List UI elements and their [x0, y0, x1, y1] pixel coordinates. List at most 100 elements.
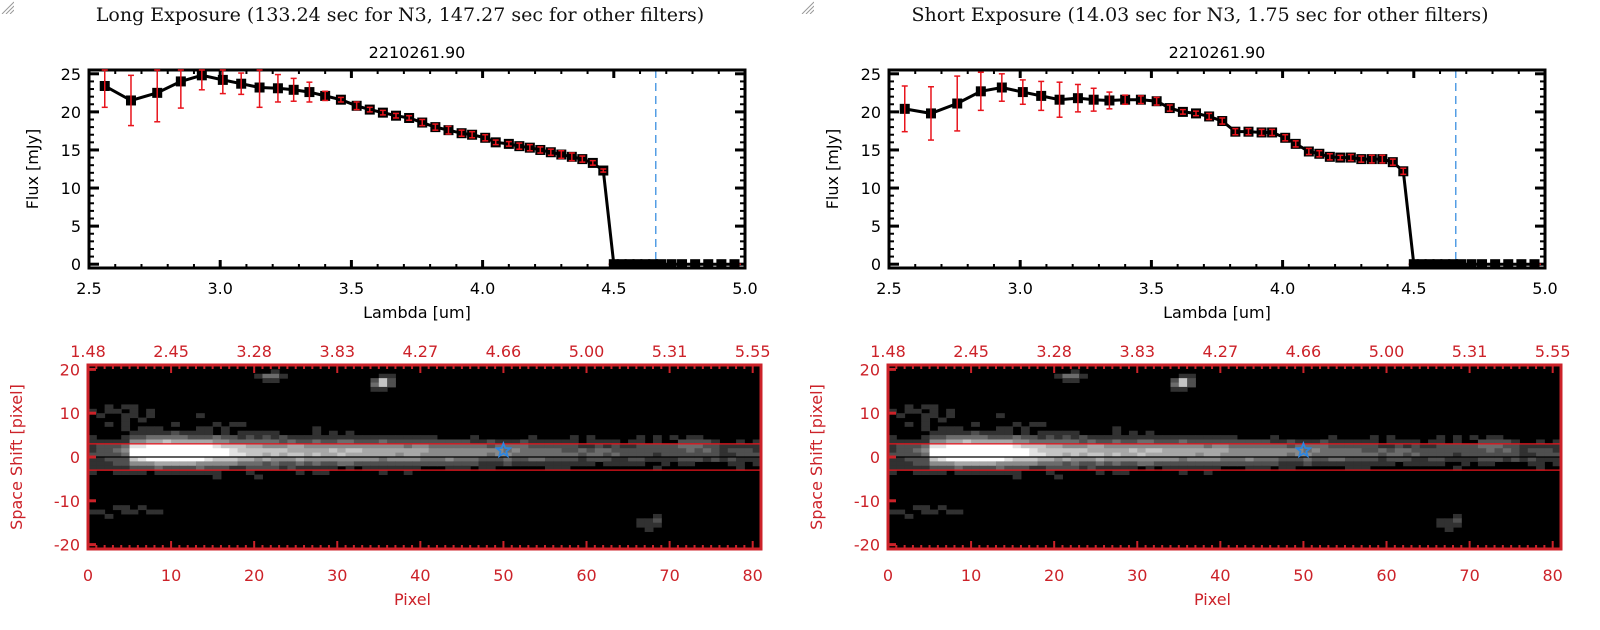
image-pixel	[736, 439, 745, 445]
y-tick-label: -10	[854, 492, 880, 511]
image-pixel	[503, 443, 513, 449]
image-pixel	[611, 452, 621, 458]
image-pixel	[1203, 443, 1213, 449]
image-pixel	[436, 443, 446, 449]
image-pixel	[1004, 461, 1014, 467]
image-pixel	[378, 378, 388, 384]
image-pixel	[962, 443, 972, 449]
image-pixel	[1286, 465, 1296, 471]
image-pixel	[979, 470, 989, 476]
image-pixel	[987, 457, 997, 462]
resize-handle-icon[interactable]	[0, 0, 14, 14]
image-pixel	[1403, 439, 1412, 445]
x-axis-label: Lambda [um]	[363, 303, 471, 322]
image-pixel	[478, 448, 488, 454]
image-pixel	[1311, 439, 1321, 445]
image-pixel	[586, 448, 596, 454]
image-pixel	[1320, 457, 1329, 462]
image-pixel	[154, 430, 164, 436]
y-tick-label: 10	[861, 179, 881, 198]
image-pixel	[744, 443, 754, 449]
image-pixel	[652, 452, 662, 458]
image-pixel	[445, 443, 455, 449]
image-pixel	[719, 457, 729, 462]
image-pixel	[121, 443, 131, 449]
image-pixel	[1128, 457, 1138, 462]
top-wavelength-label: 1.48	[870, 342, 906, 361]
image-pixel	[954, 430, 964, 436]
data-point	[703, 259, 714, 270]
image-pixel	[146, 443, 155, 449]
image-pixel	[171, 443, 180, 449]
image-pixel	[1444, 457, 1454, 462]
image-pixel	[470, 439, 480, 445]
image-pixel	[1311, 457, 1321, 462]
image-pixel	[594, 439, 604, 445]
image-pixel	[1170, 382, 1180, 388]
image-pixel	[1137, 439, 1147, 445]
image-pixel	[744, 452, 754, 458]
image-pixel	[1045, 465, 1055, 471]
image-pixel	[1012, 443, 1022, 449]
image-pixel	[736, 465, 745, 471]
image-pixel	[353, 435, 363, 440]
x-tick-label: 10	[961, 566, 981, 585]
image-pixel	[1195, 457, 1205, 462]
image-pixel	[752, 448, 762, 454]
image-pixel	[295, 461, 305, 467]
image-pixel	[1344, 457, 1354, 462]
resize-handle-icon[interactable]	[800, 0, 814, 14]
image-pixel	[1037, 457, 1047, 462]
star-marker-icon	[494, 440, 513, 459]
image-pixel	[1220, 452, 1230, 458]
image-pixel	[1452, 518, 1462, 524]
image-pixel	[304, 439, 313, 445]
x-tick-label: 20	[1044, 566, 1064, 585]
image-pixel	[929, 448, 939, 454]
image-pixel	[370, 465, 380, 471]
image-pixel	[1020, 443, 1030, 449]
image-pixel	[387, 465, 396, 471]
image-pixel	[1095, 435, 1105, 440]
image-pixel	[96, 413, 106, 419]
image-pixel	[1353, 465, 1363, 471]
image-pixel	[146, 413, 155, 419]
image-pixel	[1220, 435, 1230, 440]
image-pixel	[1320, 448, 1329, 454]
image-pixel	[204, 457, 214, 462]
image-pixel	[979, 461, 989, 467]
image-pixel	[1469, 443, 1479, 449]
image-pixel	[187, 465, 197, 471]
image-pixel	[1170, 448, 1180, 454]
image-pixel	[1403, 452, 1412, 458]
x-tick-label: 5.0	[732, 279, 757, 298]
image-pixel	[520, 448, 529, 454]
image-pixel	[478, 465, 488, 471]
image-pixel	[1070, 369, 1080, 375]
image-pixel	[727, 443, 737, 449]
image-pixel	[1452, 443, 1462, 449]
image-pixel	[445, 452, 455, 458]
image-pixel	[1178, 386, 1188, 392]
x-tick-label: 2.5	[76, 279, 101, 298]
image-pixel	[362, 457, 371, 462]
image-pixel	[1544, 457, 1554, 462]
top-wavelength-label: 3.28	[236, 342, 272, 361]
image-pixel	[162, 457, 172, 462]
image-pixel	[1245, 448, 1255, 454]
image-pixel	[436, 452, 446, 458]
image-pixel	[387, 378, 396, 384]
image-pixel	[121, 417, 131, 423]
image-pixel	[420, 443, 430, 449]
image-pixel	[1162, 457, 1171, 462]
image-pixel	[279, 439, 288, 445]
image-pixel	[1087, 465, 1097, 471]
top-wavelength-label: 4.66	[486, 342, 522, 361]
image-pixel	[370, 457, 380, 462]
x-tick-label: 3.0	[1007, 279, 1032, 298]
image-pixel	[1162, 435, 1171, 440]
image-pixel	[921, 426, 931, 432]
image-pixel	[1062, 443, 1072, 449]
data-point	[1408, 259, 1419, 270]
image-pixel	[1428, 448, 1437, 454]
